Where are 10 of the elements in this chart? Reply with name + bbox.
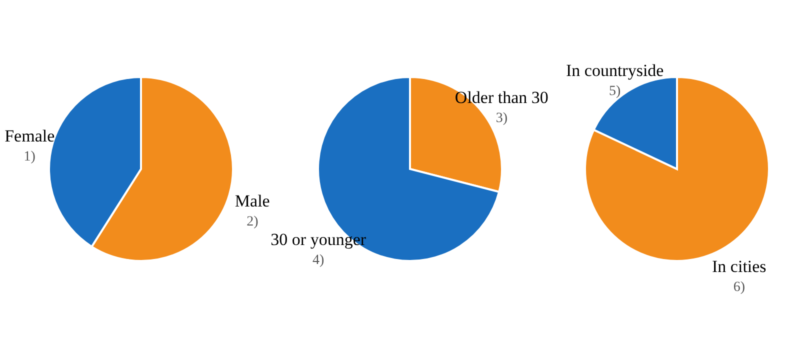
slice-label: Female [4, 126, 55, 146]
text: 3) [496, 110, 508, 126]
text: 6) [733, 280, 746, 295]
text: 4) [312, 253, 325, 268]
text: 2) [246, 214, 259, 230]
slice-label: In cities [712, 256, 766, 276]
text: 5) [609, 84, 622, 100]
text: 1) [24, 150, 36, 165]
slice-label: Male [234, 191, 270, 210]
slice-label: In countryside [566, 61, 664, 80]
